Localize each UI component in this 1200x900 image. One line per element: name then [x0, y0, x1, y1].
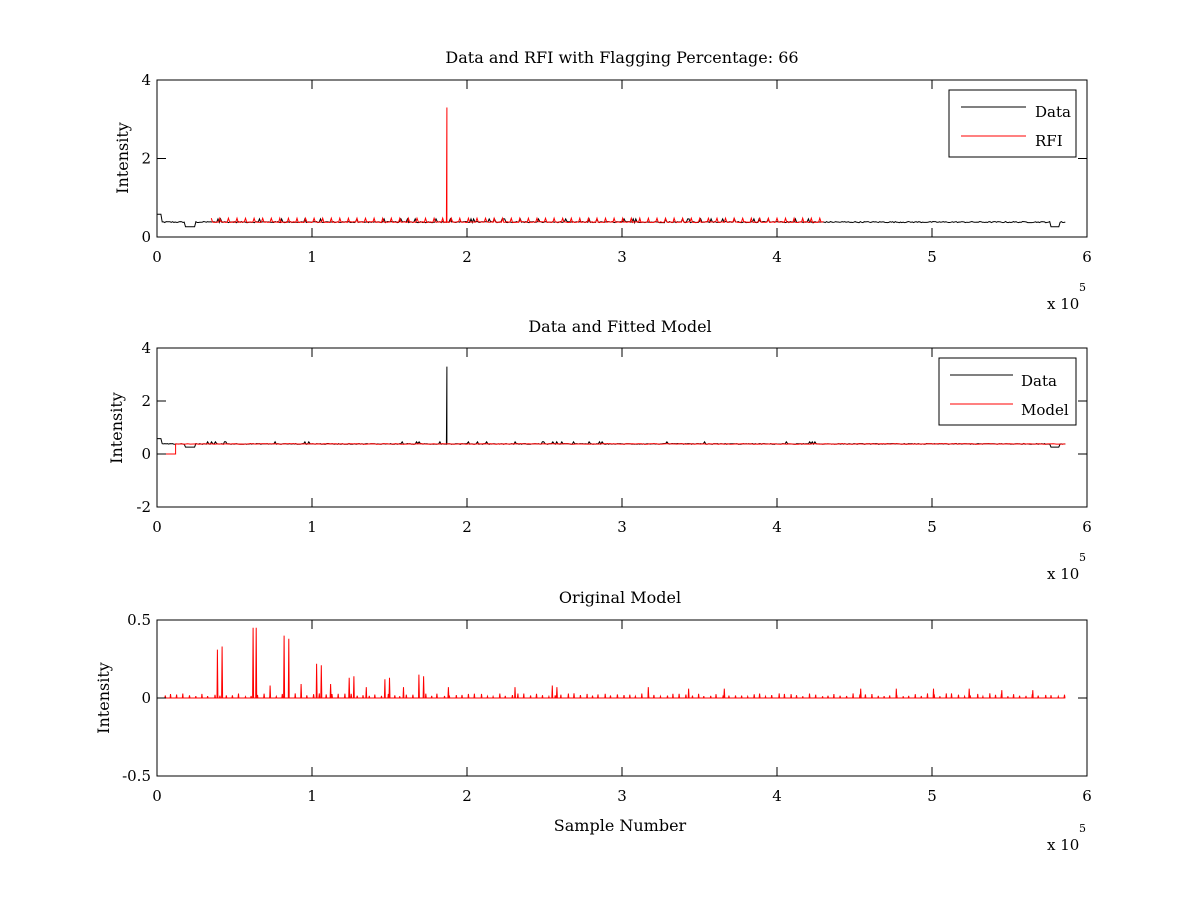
chart-title: Data and Fitted Model — [528, 317, 711, 336]
series-line-data — [157, 366, 1066, 448]
x-tick-label: 5 — [927, 787, 937, 805]
y-tick-label: 2 — [141, 392, 151, 410]
subplot-fitted-model: Data and Fitted Model Intensity 0 1 2 3 4 5 6 -… — [107, 317, 1092, 583]
x-multiplier-base: x 10 — [1047, 565, 1079, 583]
x-tick-label: 3 — [617, 518, 627, 536]
series-layer — [157, 366, 1066, 455]
legend: Data RFI — [948, 89, 1077, 158]
legend-label-data: Data — [1035, 103, 1071, 121]
x-tick-label: 1 — [307, 787, 317, 805]
chart-title: Original Model — [559, 588, 681, 607]
y-tick-label: 4 — [141, 71, 151, 89]
x-axis-label: Sample Number — [554, 816, 687, 835]
y-tick-label: 0.5 — [127, 611, 151, 629]
x-tick-label: 5 — [927, 518, 937, 536]
legend-label-data: Data — [1021, 372, 1057, 390]
subplot-rfi: Data and RFI with Flagging Percentage: 6… — [113, 48, 1092, 313]
x-tick-label: 0 — [152, 248, 162, 266]
legend: Data Model — [938, 357, 1077, 426]
x-tick-label: 3 — [617, 787, 627, 805]
x-tick-label: 4 — [772, 787, 782, 805]
x-tick-label: 5 — [927, 248, 937, 266]
series-line-data — [157, 213, 1066, 228]
x-tick-label: 2 — [462, 787, 472, 805]
legend-box — [938, 357, 1077, 426]
y-tick-label: 0 — [141, 228, 151, 246]
series-layer — [157, 627, 1066, 699]
axes-box — [156, 79, 1088, 238]
y-tick-label: 0 — [141, 689, 151, 707]
y-axis-label: Intensity — [113, 122, 132, 194]
legend-label-model: Model — [1021, 401, 1069, 419]
y-tick-label: 2 — [141, 150, 151, 168]
series-line-rfi — [210, 107, 824, 224]
x-tick-label: 6 — [1082, 787, 1092, 805]
x-multiplier-exponent: 5 — [1079, 822, 1086, 835]
y-tick-label: 0 — [141, 445, 151, 463]
x-tick-label: 0 — [152, 787, 162, 805]
x-tick-label: 4 — [772, 518, 782, 536]
y-tick-label: -0.5 — [122, 767, 151, 785]
legend-box — [948, 89, 1077, 158]
x-multiplier-exponent: 5 — [1079, 281, 1086, 294]
x-multiplier-exponent: 5 — [1079, 551, 1086, 564]
ticks-layer: 0 1 2 3 4 5 6-0.500.5 — [122, 611, 1092, 805]
x-multiplier-base: x 10 — [1047, 295, 1079, 313]
y-tick-label: -2 — [136, 498, 151, 516]
x-multiplier-base: x 10 — [1047, 836, 1079, 854]
x-tick-label: 1 — [307, 248, 317, 266]
series-line-model — [157, 443, 1066, 455]
y-tick-label: 4 — [141, 339, 151, 357]
x-tick-label: 0 — [152, 518, 162, 536]
subplot-original-model: Original Model Intensity Sample Number 0… — [94, 588, 1092, 854]
ticks-layer: 0 1 2 3 4 5 6 0 2 4 — [141, 71, 1091, 266]
x-tick-label: 4 — [772, 248, 782, 266]
legend-label-rfi: RFI — [1035, 132, 1063, 150]
x-tick-label: 2 — [462, 518, 472, 536]
x-tick-label: 2 — [462, 248, 472, 266]
x-tick-label: 3 — [617, 248, 627, 266]
series-line-original-model — [157, 627, 1066, 699]
x-tick-label: 6 — [1082, 518, 1092, 536]
y-axis-label: Intensity — [107, 392, 126, 464]
chart-title: Data and RFI with Flagging Percentage: 6… — [445, 48, 798, 67]
series-layer — [157, 107, 1066, 228]
y-axis-label: Intensity — [94, 662, 113, 734]
x-tick-label: 1 — [307, 518, 317, 536]
x-tick-label: 6 — [1082, 248, 1092, 266]
